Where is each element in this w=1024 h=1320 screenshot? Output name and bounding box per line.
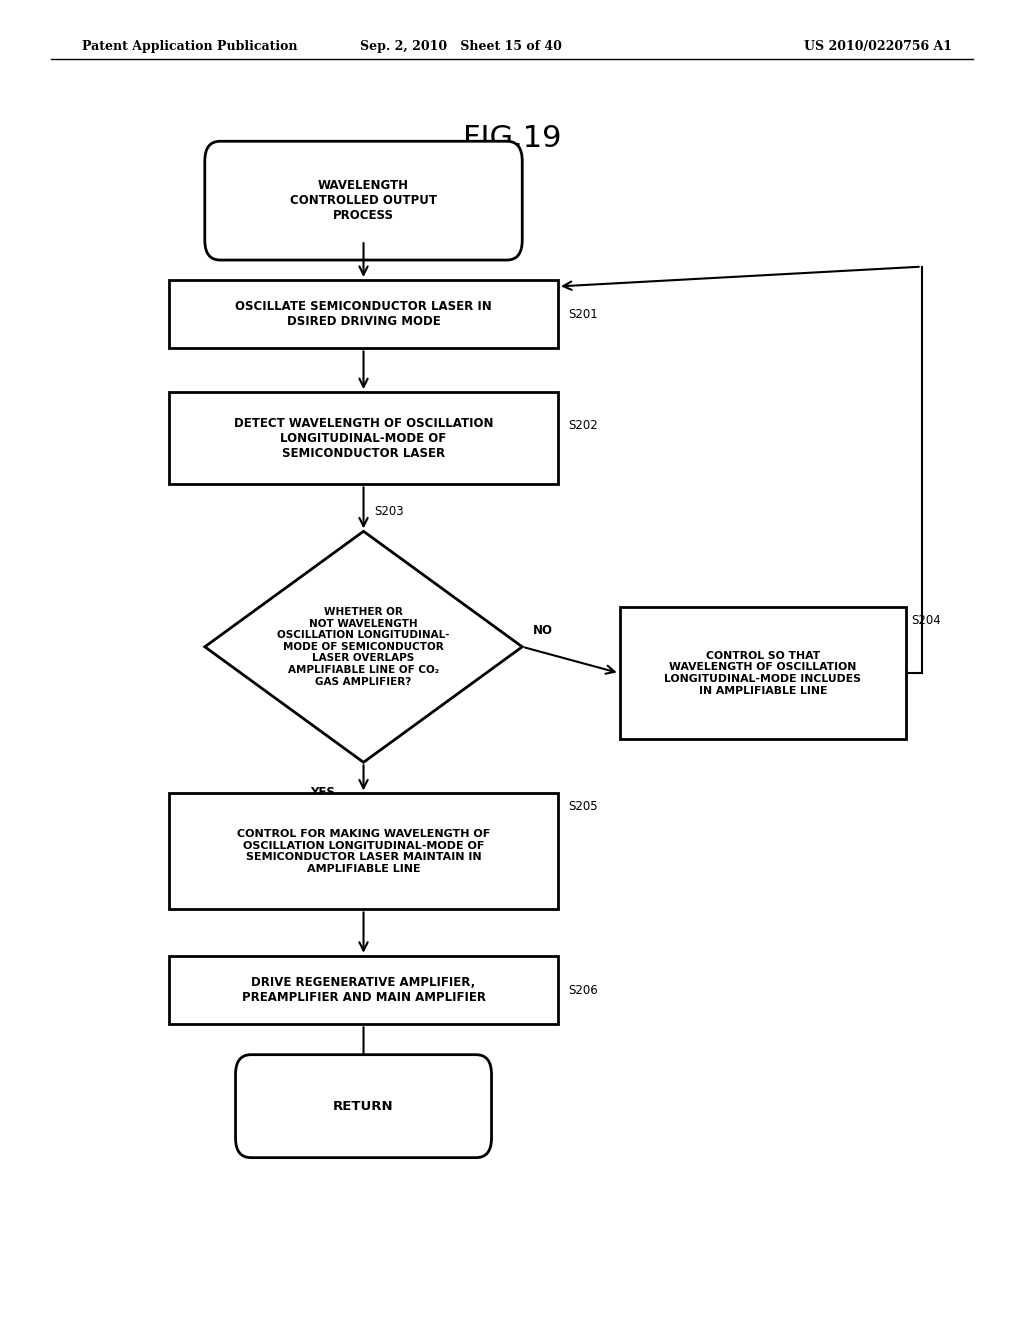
Bar <box>169 392 558 484</box>
Text: FIG.19: FIG.19 <box>463 124 561 153</box>
Text: US 2010/0220756 A1: US 2010/0220756 A1 <box>804 40 952 53</box>
FancyBboxPatch shape <box>205 141 522 260</box>
Bar <box>169 793 558 909</box>
Text: YES: YES <box>310 787 335 799</box>
Text: S202: S202 <box>568 418 598 432</box>
Text: WAVELENGTH
CONTROLLED OUTPUT
PROCESS: WAVELENGTH CONTROLLED OUTPUT PROCESS <box>290 180 437 222</box>
Text: S201: S201 <box>568 308 598 321</box>
FancyBboxPatch shape <box>236 1055 492 1158</box>
Text: DRIVE REGENERATIVE AMPLIFIER,
PREAMPLIFIER AND MAIN AMPLIFIER: DRIVE REGENERATIVE AMPLIFIER, PREAMPLIFI… <box>242 975 485 1005</box>
Text: S205: S205 <box>568 800 598 813</box>
Text: Sep. 2, 2010   Sheet 15 of 40: Sep. 2, 2010 Sheet 15 of 40 <box>359 40 562 53</box>
Text: Patent Application Publication: Patent Application Publication <box>82 40 297 53</box>
Bar <box>169 280 558 348</box>
Text: DETECT WAVELENGTH OF OSCILLATION
LONGITUDINAL-MODE OF
SEMICONDUCTOR LASER: DETECT WAVELENGTH OF OSCILLATION LONGITU… <box>233 417 494 459</box>
Text: S204: S204 <box>911 614 941 627</box>
Text: WHETHER OR
NOT WAVELENGTH
OSCILLATION LONGITUDINAL-
MODE OF SEMICONDUCTOR
LASER : WHETHER OR NOT WAVELENGTH OSCILLATION LO… <box>278 607 450 686</box>
Text: OSCILLATE SEMICONDUCTOR LASER IN
DSIRED DRIVING MODE: OSCILLATE SEMICONDUCTOR LASER IN DSIRED … <box>236 300 492 329</box>
Text: S206: S206 <box>568 983 598 997</box>
Text: S203: S203 <box>374 506 403 517</box>
Text: RETURN: RETURN <box>333 1100 394 1113</box>
Bar <box>169 956 558 1024</box>
Polygon shape <box>205 531 522 763</box>
Text: CONTROL FOR MAKING WAVELENGTH OF
OSCILLATION LONGITUDINAL-MODE OF
SEMICONDUCTOR : CONTROL FOR MAKING WAVELENGTH OF OSCILLA… <box>237 829 490 874</box>
Bar <box>620 607 906 739</box>
Text: CONTROL SO THAT
WAVELENGTH OF OSCILLATION
LONGITUDINAL-MODE INCLUDES
IN AMPLIFIA: CONTROL SO THAT WAVELENGTH OF OSCILLATIO… <box>665 651 861 696</box>
Text: NO: NO <box>532 624 553 638</box>
